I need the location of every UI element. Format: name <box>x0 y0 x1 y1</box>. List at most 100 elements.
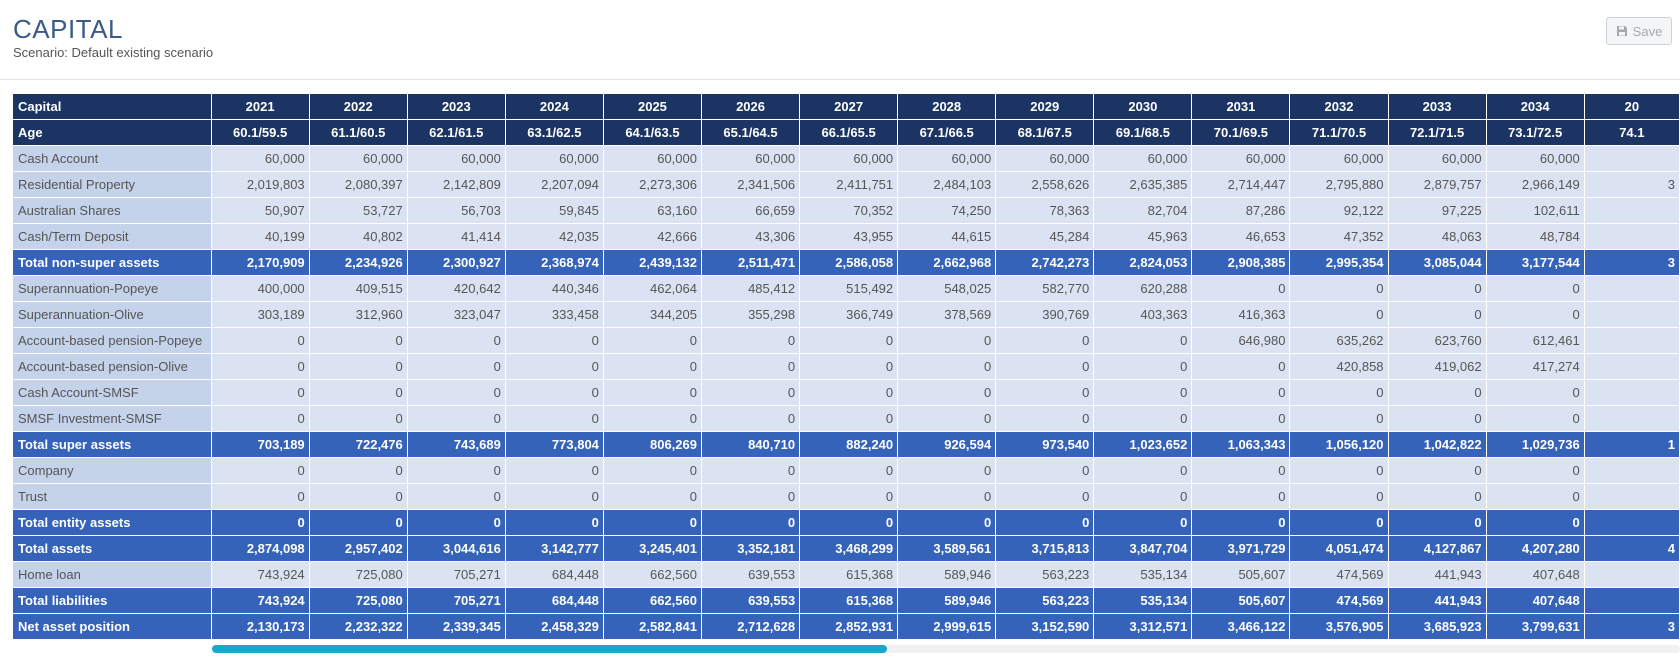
capital-table-viewport[interactable]: Capital 2021 2022 2023 2024 2025 2026 2027 2028… <box>12 93 1680 641</box>
value-cell: 0 <box>1289 457 1389 484</box>
value-cell: 2,130,173 <box>210 613 310 640</box>
value-cell: 2,273,306 <box>602 171 702 198</box>
value-cell: 2,234,926 <box>308 249 408 276</box>
value-cell: 2,908,385 <box>1191 249 1291 276</box>
value-cell: 407,648 <box>1485 587 1585 614</box>
value-cell: 60,000 <box>308 145 408 172</box>
value-cell: 0 <box>406 379 506 406</box>
value-cell: 2,635,385 <box>1093 171 1193 198</box>
value-cell: 2,714,447 <box>1191 171 1291 198</box>
value-cell: 3,142,777 <box>504 535 604 562</box>
value-cell: 639,553 <box>700 587 801 614</box>
value-cell: 462,064 <box>602 275 702 302</box>
value-cell: 0 <box>700 379 801 406</box>
value-cell: 0 <box>1093 405 1193 432</box>
value-cell: 0 <box>799 457 899 484</box>
value-cell: 42,666 <box>602 223 702 250</box>
value-cell: 0 <box>995 327 1095 354</box>
value-cell: 44,615 <box>897 223 997 250</box>
corner-label: Capital <box>12 93 212 120</box>
row-label: Total assets <box>12 535 212 562</box>
value-cell: 0 <box>210 509 310 536</box>
value-cell: 45,284 <box>995 223 1095 250</box>
total-row: Total non-super assets 2,170,909 2,234,926… <box>12 249 1680 276</box>
value-cell: 0 <box>308 509 408 536</box>
value-cell: 2,232,322 <box>308 613 408 640</box>
value-cell: 1,042,822 <box>1387 431 1487 458</box>
year-header-cell: 2022 <box>308 93 408 120</box>
value-cell: 0 <box>1191 457 1291 484</box>
value-cell: 0 <box>799 483 899 510</box>
value-cell: 60,000 <box>406 145 506 172</box>
value-cell: 0 <box>1191 275 1291 302</box>
table-row: Trust 0 0 0 0 0 0 0 0 0 0 0 0 0 0 <box>12 483 1680 510</box>
value-cell: 0 <box>602 405 702 432</box>
value-cell: 60,000 <box>995 145 1095 172</box>
value-cell: 635,262 <box>1289 327 1389 354</box>
value-cell: 60,000 <box>897 145 997 172</box>
value-cell: 1,029,736 <box>1485 431 1585 458</box>
value-cell: 589,946 <box>897 587 997 614</box>
value-cell: 4,207,280 <box>1485 535 1585 562</box>
value-cell: 3 <box>1583 249 1680 276</box>
value-cell <box>1583 275 1680 302</box>
capital-table: Capital 2021 2022 2023 2024 2025 2026 2027 2028… <box>12 93 1680 640</box>
year-header-cell: 2023 <box>406 93 506 120</box>
value-cell: 0 <box>799 327 899 354</box>
value-cell <box>1583 561 1680 588</box>
value-cell: 0 <box>308 327 408 354</box>
value-cell: 70,352 <box>799 197 899 224</box>
value-cell: 48,784 <box>1485 223 1585 250</box>
value-cell: 684,448 <box>504 561 604 588</box>
table-row: Account-based pension-Popeye 0 0 0 0 0 0 0 0 0 0 64… <box>12 327 1680 354</box>
year-header-cell: 20 <box>1583 93 1680 120</box>
value-cell: 615,368 <box>799 561 899 588</box>
age-cell: 73.1/72.5 <box>1485 119 1585 146</box>
value-cell: 0 <box>1191 483 1291 510</box>
row-label: Home loan <box>12 561 212 588</box>
value-cell: 4 <box>1583 535 1680 562</box>
value-cell: 43,955 <box>799 223 899 250</box>
value-cell: 0 <box>602 457 702 484</box>
horizontal-scrollbar[interactable] <box>212 645 1680 653</box>
value-cell: 60,000 <box>1289 145 1389 172</box>
value-cell: 3,466,122 <box>1191 613 1291 640</box>
value-cell: 0 <box>897 379 997 406</box>
value-cell: 0 <box>406 353 506 380</box>
row-label: Australian Shares <box>12 197 212 224</box>
value-cell: 2,586,058 <box>799 249 899 276</box>
value-cell: 60,000 <box>1387 145 1487 172</box>
value-cell: 505,607 <box>1191 561 1291 588</box>
value-cell: 2,966,149 <box>1485 171 1585 198</box>
value-cell: 639,553 <box>700 561 801 588</box>
value-cell: 2,439,132 <box>602 249 702 276</box>
value-cell: 45,963 <box>1093 223 1193 250</box>
value-cell: 0 <box>1191 405 1291 432</box>
value-cell: 926,594 <box>897 431 997 458</box>
value-cell: 0 <box>308 379 408 406</box>
value-cell: 0 <box>504 457 604 484</box>
value-cell: 662,560 <box>602 587 702 614</box>
value-cell: 620,288 <box>1093 275 1193 302</box>
value-cell: 2,582,841 <box>602 613 702 640</box>
value-cell: 1,023,652 <box>1093 431 1193 458</box>
value-cell: 0 <box>1289 275 1389 302</box>
value-cell: 582,770 <box>995 275 1095 302</box>
value-cell: 2,957,402 <box>308 535 408 562</box>
value-cell: 3,847,704 <box>1093 535 1193 562</box>
save-button[interactable]: Save <box>1606 17 1672 45</box>
value-cell: 1,063,343 <box>1191 431 1291 458</box>
value-cell: 323,047 <box>406 301 506 328</box>
value-cell: 646,980 <box>1191 327 1291 354</box>
scrollbar-thumb[interactable] <box>212 645 887 653</box>
value-cell: 2,411,751 <box>799 171 899 198</box>
value-cell: 60,000 <box>700 145 801 172</box>
row-label: Account-based pension-Olive <box>12 353 212 380</box>
value-cell: 0 <box>1387 275 1487 302</box>
value-cell: 46,653 <box>1191 223 1291 250</box>
value-cell: 2,712,628 <box>700 613 801 640</box>
year-header-cell: 2026 <box>700 93 801 120</box>
value-cell: 0 <box>210 327 310 354</box>
value-cell: 2,339,345 <box>406 613 506 640</box>
table-row: SMSF Investment-SMSF 0 0 0 0 0 0 0 0 0 0 0 0 0 0 <box>12 405 1680 432</box>
